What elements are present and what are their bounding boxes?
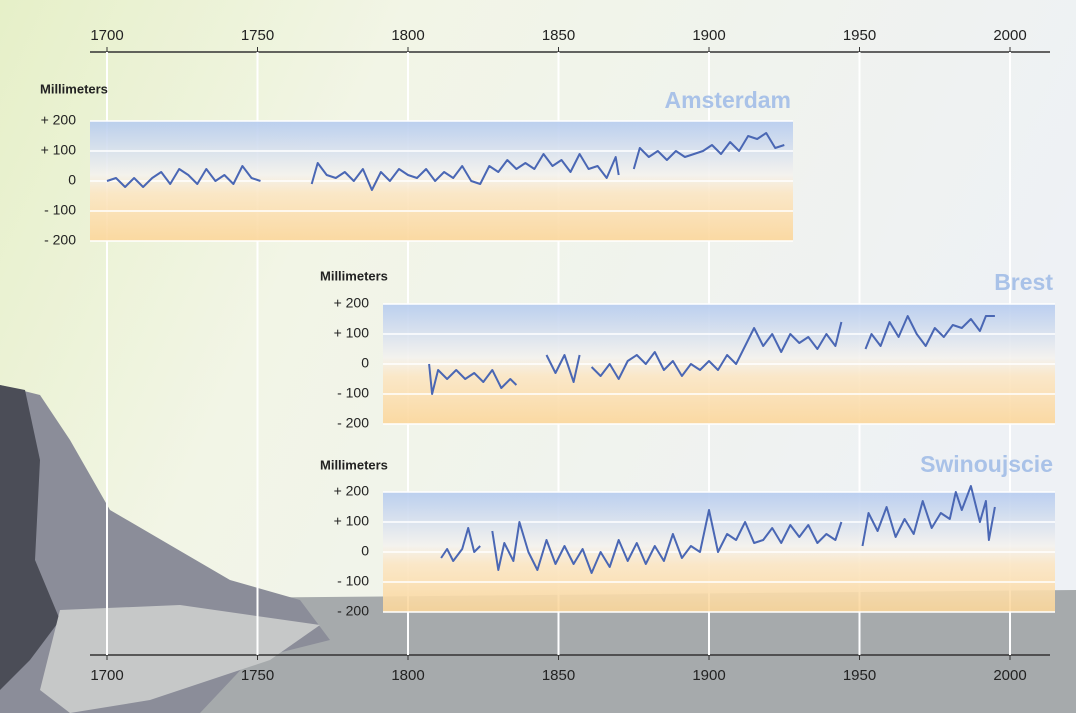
x-tick-label: 1750 bbox=[241, 27, 274, 44]
chart: 1700 1750 1800 1850 1900 1950 2000 1700 1750 1800… bbox=[0, 0, 1076, 713]
y-tick-label: + 200 bbox=[334, 483, 370, 499]
y-tick-label: + 100 bbox=[41, 142, 77, 158]
y-tick-label: - 200 bbox=[337, 603, 369, 619]
y-tick-label: - 200 bbox=[337, 415, 369, 431]
y-tick-label: - 100 bbox=[337, 385, 369, 401]
x-tick-label: 2000 bbox=[993, 667, 1026, 684]
x-tick-label: 1900 bbox=[692, 27, 725, 44]
x-tick-label: 1850 bbox=[542, 27, 575, 44]
x-tick-label: 1700 bbox=[90, 27, 123, 44]
y-axis-label: Millimeters bbox=[320, 268, 388, 283]
x-tick-label: 1950 bbox=[843, 27, 876, 44]
x-tick-label: 1700 bbox=[90, 667, 123, 684]
y-tick-label: - 100 bbox=[337, 573, 369, 589]
x-tick-label: 2000 bbox=[993, 27, 1026, 44]
chart-title: Brest bbox=[994, 269, 1053, 295]
x-tick-label: 1900 bbox=[692, 667, 725, 684]
y-tick-label: 0 bbox=[361, 355, 369, 371]
chart-title: Amsterdam bbox=[664, 87, 791, 113]
y-tick-label: 0 bbox=[68, 172, 76, 188]
x-tick-label: 1750 bbox=[241, 667, 274, 684]
x-tick-label: 1950 bbox=[843, 667, 876, 684]
chart-title: Swinoujscie bbox=[920, 451, 1053, 477]
x-tick-label: 1850 bbox=[542, 667, 575, 684]
y-tick-label: - 200 bbox=[44, 232, 76, 248]
y-tick-label: + 200 bbox=[41, 112, 77, 128]
y-tick-label: + 100 bbox=[334, 325, 370, 341]
y-tick-label: + 200 bbox=[334, 295, 370, 311]
y-tick-label: - 100 bbox=[44, 202, 76, 218]
y-tick-label: + 100 bbox=[334, 513, 370, 529]
x-tick-label: 1800 bbox=[391, 667, 424, 684]
y-axis-label: Millimeters bbox=[40, 81, 108, 96]
y-axis-label: Millimeters bbox=[320, 457, 388, 472]
x-tick-label: 1800 bbox=[391, 27, 424, 44]
y-tick-label: 0 bbox=[361, 543, 369, 559]
